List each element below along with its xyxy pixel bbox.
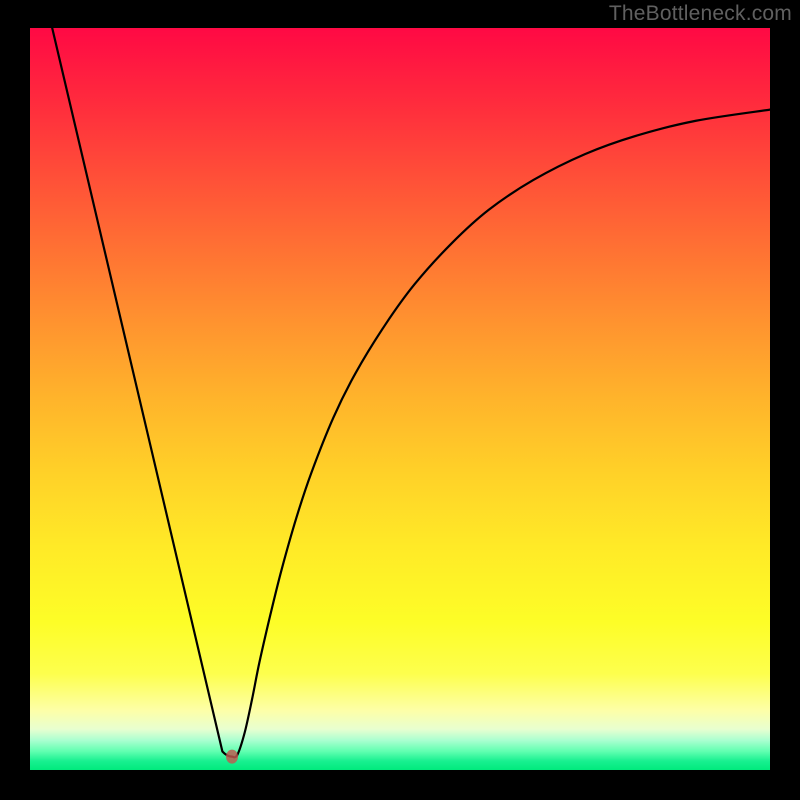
- optimal-point-marker: [226, 750, 238, 764]
- chart-background: [30, 28, 770, 770]
- chart-plot-area: [30, 28, 770, 770]
- watermark-text: TheBottleneck.com: [609, 2, 792, 26]
